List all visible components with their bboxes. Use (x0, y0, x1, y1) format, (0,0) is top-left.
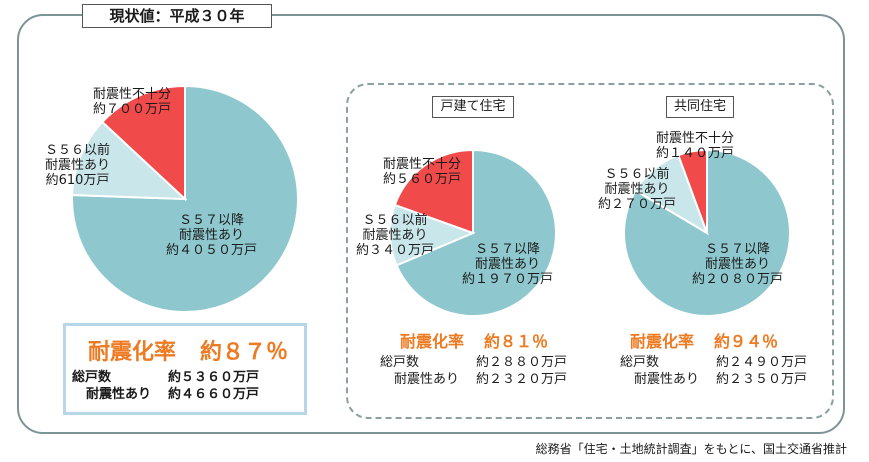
rate-value-total: 約８７％ (200, 340, 289, 365)
source-note: 総務省「住宅・土地統計調査」をもとに、国土交通省推計 (535, 442, 847, 456)
stat-total-resistant: 耐震性あり 約４６６０万戸 (86, 386, 259, 403)
label-s56-detached: Ｓ５６以前 耐震性あり 約３４０万戸 (356, 213, 435, 258)
stat-key: 総戸数 (72, 370, 112, 385)
label-insufficient-total: 耐震性不十分 約７００万戸 (93, 87, 172, 117)
label-insufficient-apartment: 耐震性不十分 約１４０万戸 (656, 131, 735, 161)
rate-label-detached: 耐震化率 (400, 332, 465, 351)
stat-detached-count: 総戸数 約２８８０万戸 (380, 354, 567, 371)
total-summary-box (63, 323, 307, 415)
stat-value: 約２３２０万戸 (476, 372, 568, 387)
page-title: 現状値：平成３０年 (82, 4, 272, 28)
stat-total-count: 総戸数 約５３６０万戸 (72, 369, 259, 386)
stat-value: 約５３６０万戸 (168, 370, 260, 385)
slice-insufficient (100, 84, 186, 202)
pie-chart-apartment (623, 148, 791, 317)
label-s57-apartment: Ｓ５７以降 耐震性あり 約２０８０万戸 (692, 242, 784, 287)
label-s56-apartment: Ｓ５６以前 耐震性あり 約２７０万戸 (598, 167, 677, 212)
label-s57-total: Ｓ５７以降 耐震性あり 約４０５０万戸 (166, 213, 258, 258)
stat-key: 耐震性あり (394, 372, 460, 387)
rate-value-detached: 約８１％ (484, 332, 549, 351)
stat-detached-resistant: 耐震性あり 約２３２０万戸 (394, 371, 567, 388)
stat-apartment-resistant: 耐震性あり 約２３５０万戸 (634, 371, 807, 388)
stat-key: 総戸数 (380, 355, 420, 370)
slice-s56-resistant (71, 120, 188, 201)
stat-apartment-count: 総戸数 約２４９０万戸 (620, 354, 807, 371)
breakdown-group (346, 83, 834, 419)
pie-chart-total (71, 84, 299, 313)
slice-insufficient (677, 148, 708, 234)
stat-value: 約２４９０万戸 (716, 355, 808, 370)
pie-chart-detached (389, 148, 557, 317)
rate-label-apartment: 耐震化率 (630, 332, 695, 351)
label-s57-detached: Ｓ５７以降 耐震性あり 約１９７０万戸 (462, 242, 554, 287)
slice-s56-resistant (389, 203, 476, 267)
stat-key: 耐震性あり (634, 372, 700, 387)
label-s56-total: Ｓ５６以前 耐震性あり 約610万戸 (45, 143, 111, 188)
outer-frame (17, 14, 845, 434)
stat-value: 約４６６０万戸 (168, 387, 260, 402)
chart-title-apartment: 共同住宅 (666, 96, 734, 118)
slice-s57-resistant (623, 148, 791, 317)
rate-label-total: 耐震化率 (88, 340, 177, 365)
rate-value-apartment: 約９４％ (714, 332, 779, 351)
stat-value: 約２８８０万戸 (476, 355, 568, 370)
slice-s57-resistant (395, 148, 557, 317)
chart-title-detached: 戸建て住宅 (432, 96, 514, 118)
slice-insufficient (393, 148, 474, 235)
stat-key: 総戸数 (620, 355, 660, 370)
stat-key: 耐震性あり (86, 387, 152, 402)
label-insufficient-detached: 耐震性不十分 約５６０万戸 (383, 157, 462, 187)
stat-value: 約２３５０万戸 (716, 372, 808, 387)
